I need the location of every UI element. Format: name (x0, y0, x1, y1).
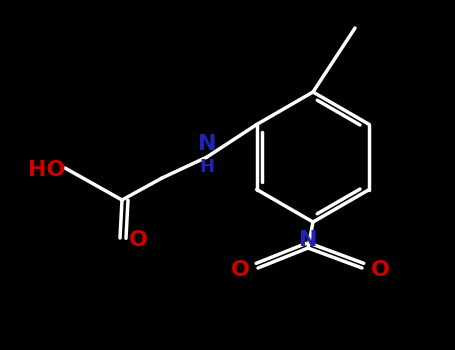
Text: O: O (128, 230, 147, 250)
Text: O: O (370, 260, 389, 280)
Text: N: N (198, 134, 216, 154)
Text: N: N (299, 230, 317, 250)
Text: HO: HO (28, 160, 66, 180)
Text: H: H (199, 158, 214, 176)
Text: O: O (231, 260, 249, 280)
